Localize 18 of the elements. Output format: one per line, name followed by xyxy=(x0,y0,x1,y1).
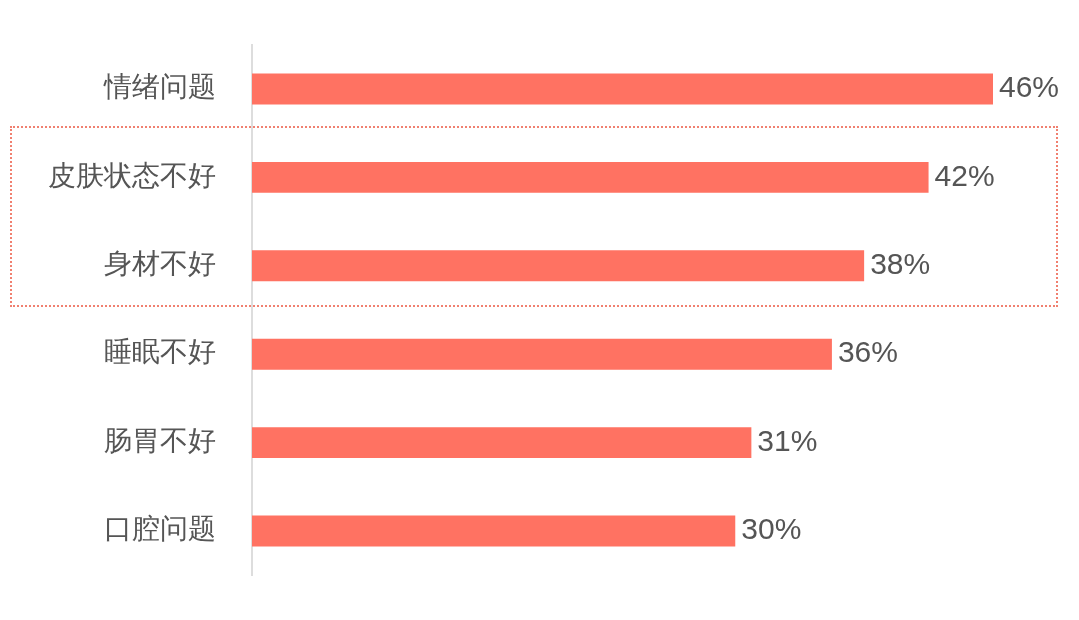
data-label: 38% xyxy=(870,247,931,281)
data-label: 31% xyxy=(757,423,818,457)
data-label: 30% xyxy=(741,512,802,546)
bar xyxy=(252,250,865,282)
data-label: 46% xyxy=(999,70,1060,104)
bar xyxy=(252,73,993,105)
bar xyxy=(252,161,929,193)
bar xyxy=(252,338,832,370)
y-tick-label: 皮肤状态不好 xyxy=(48,158,216,192)
data-label: 42% xyxy=(934,158,995,192)
y-tick-label: 身材不好 xyxy=(104,247,216,281)
y-tick-label: 睡眠不好 xyxy=(104,335,216,369)
y-tick-label: 口腔问题 xyxy=(104,512,216,546)
y-tick-label: 肠胃不好 xyxy=(104,423,216,457)
bar xyxy=(252,515,736,547)
data-label: 36% xyxy=(837,335,898,369)
bar xyxy=(252,427,752,459)
y-tick-label: 情绪问题 xyxy=(103,70,216,104)
